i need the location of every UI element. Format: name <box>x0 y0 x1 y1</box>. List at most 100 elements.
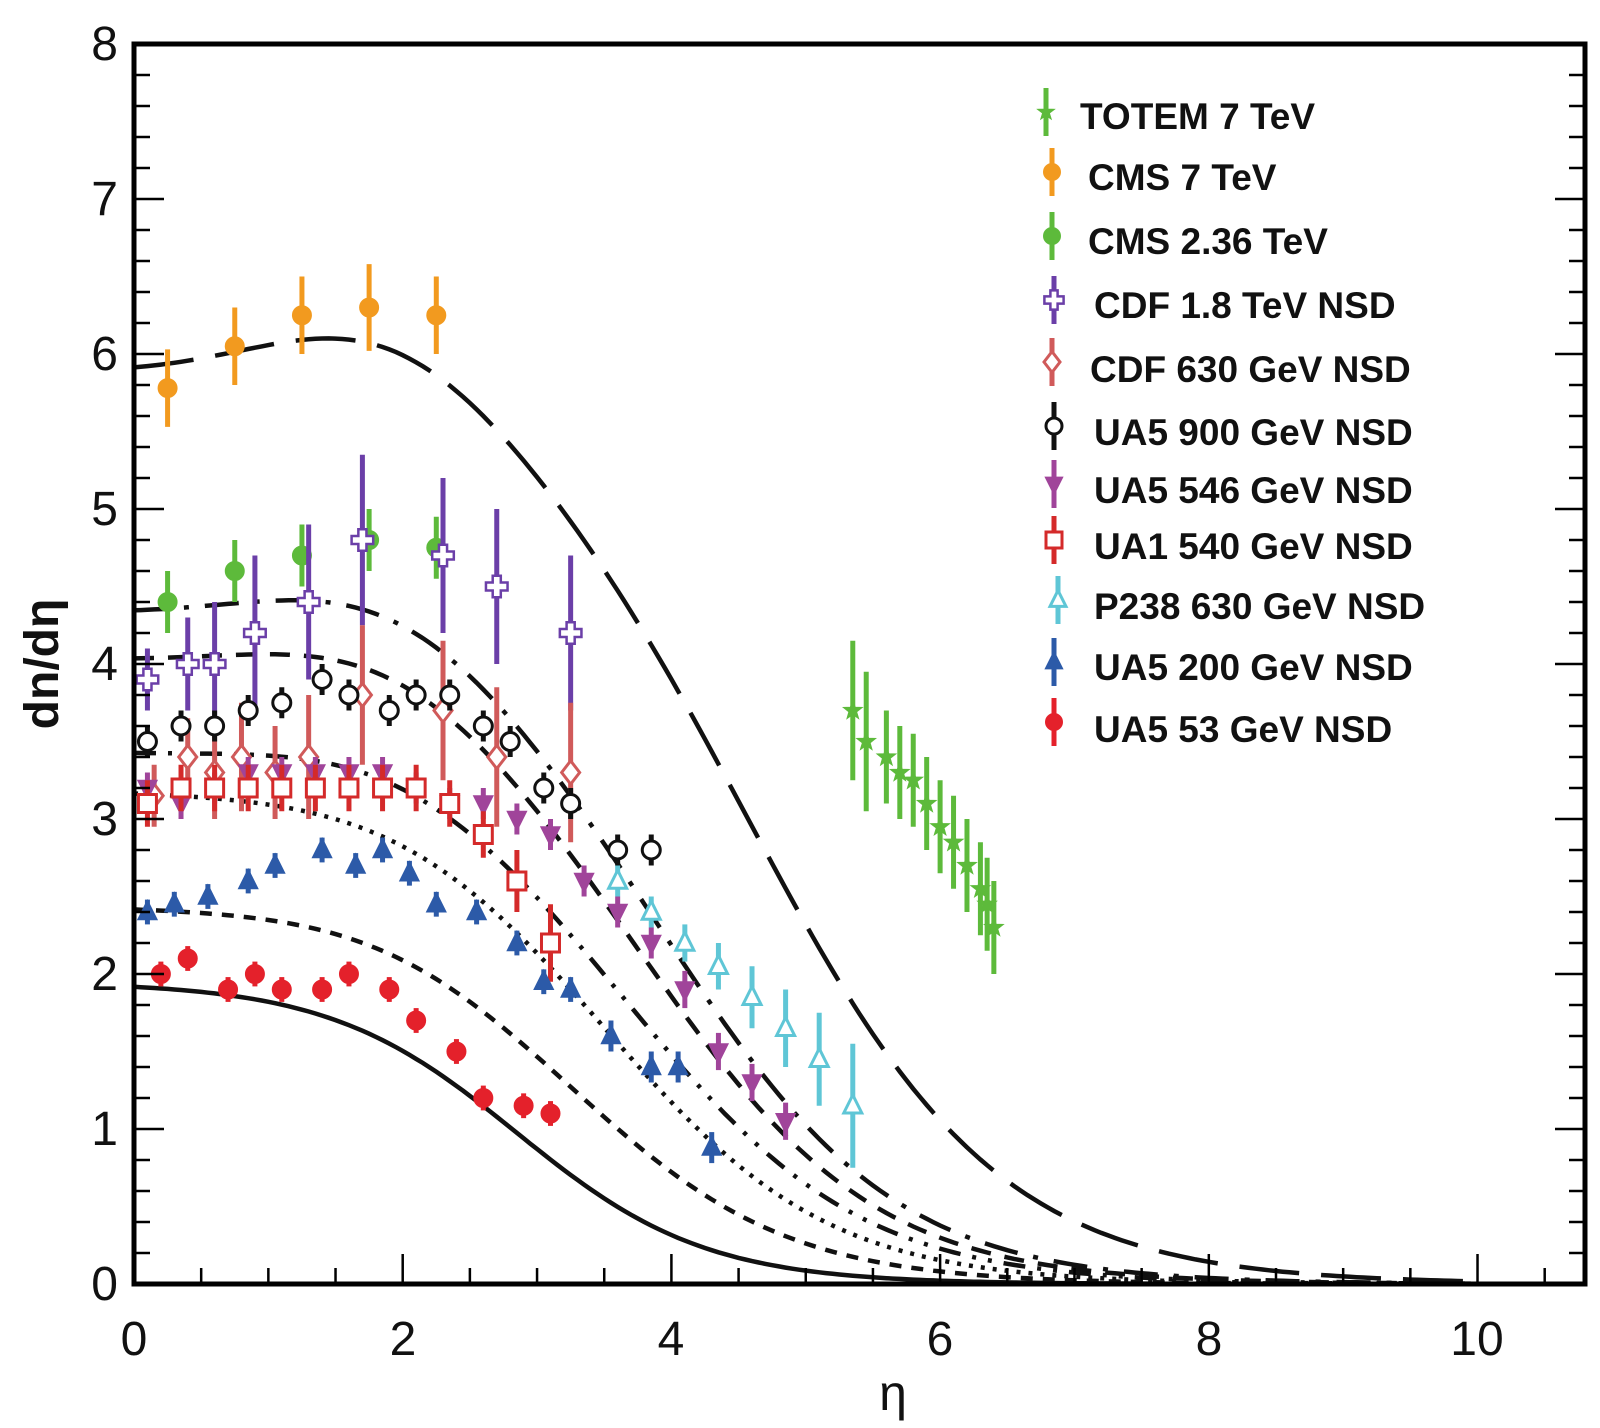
data-point <box>485 742 508 772</box>
data-point <box>707 952 730 975</box>
data-point <box>667 1053 689 1076</box>
data-point <box>889 761 911 782</box>
series-ua5-53-gev-nsd <box>150 946 561 1126</box>
data-point <box>956 854 978 875</box>
data-point <box>271 979 292 1000</box>
data-point <box>136 898 159 921</box>
data-point <box>1044 530 1064 550</box>
data-point <box>136 731 158 752</box>
series-cdf-1-8-tev-nsd <box>135 454 583 726</box>
data-point <box>359 297 380 318</box>
legend-label: CMS 7 TeV <box>1088 157 1277 198</box>
y-axis-title: dn/dη <box>16 599 69 730</box>
data-point <box>175 651 200 677</box>
data-point <box>606 866 630 890</box>
data-point <box>1043 163 1061 181</box>
data-point <box>560 976 582 998</box>
series-totem-7-tev <box>842 640 1005 974</box>
data-point <box>1042 349 1062 375</box>
data-point <box>533 968 555 990</box>
data-point <box>506 870 528 892</box>
data-point <box>741 1074 763 1096</box>
data-point <box>242 620 267 646</box>
y-tick-label: 7 <box>91 173 118 226</box>
data-point <box>163 891 185 913</box>
data-point <box>499 731 521 752</box>
data-point <box>135 667 160 692</box>
data-point <box>540 1103 561 1124</box>
data-point <box>841 1091 865 1115</box>
series-ua5-546-gev-nsd <box>136 757 797 1140</box>
data-point <box>371 836 394 859</box>
data-point <box>446 1041 467 1062</box>
data-point <box>673 928 697 952</box>
data-point <box>539 826 562 848</box>
x-tick-label: 8 <box>1196 1313 1223 1366</box>
data-point <box>405 684 427 706</box>
series-cms-2-36-tev <box>157 509 447 633</box>
fit-ua5-53-curve <box>134 984 1471 1284</box>
y-tick-label: 3 <box>91 793 118 846</box>
y-tick-label: 6 <box>91 328 118 381</box>
axis-ticks <box>132 42 1585 1286</box>
data-point <box>1044 476 1064 496</box>
legend-label: P238 630 GeV NSD <box>1094 586 1425 627</box>
data-point <box>237 867 259 890</box>
data-point <box>136 793 158 814</box>
data-point <box>244 964 265 984</box>
fit-totem-cms7-curve <box>134 336 1471 1284</box>
x-tick-label: 0 <box>121 1313 148 1366</box>
data-point <box>304 777 326 799</box>
data-point <box>506 929 528 952</box>
y-tick-label: 0 <box>91 1258 118 1311</box>
data-point <box>472 715 494 737</box>
data-point <box>237 777 259 799</box>
y-tick-labels: 0 1 2 3 4 5 6 7 8 <box>91 18 118 1311</box>
data-point <box>929 815 951 837</box>
legend-label: UA5 900 GeV NSD <box>1094 412 1413 453</box>
data-point <box>426 305 447 326</box>
data-point <box>472 795 494 817</box>
data-point <box>378 700 400 721</box>
data-point <box>439 684 461 706</box>
data-point <box>484 574 509 599</box>
data-point <box>902 768 925 790</box>
legend-label: UA5 53 GeV NSD <box>1094 709 1392 750</box>
fit-cms236-curve <box>134 598 1471 1284</box>
data-point <box>311 836 333 859</box>
data-points <box>135 264 1005 1168</box>
data-point <box>1043 227 1061 245</box>
data-point <box>338 964 359 984</box>
series-ua1-540-gev-nsd <box>136 764 561 982</box>
data-point <box>639 897 663 921</box>
data-point <box>1044 650 1064 670</box>
data-point <box>573 872 595 895</box>
data-point <box>560 793 582 814</box>
legend: TOTEM 7 TeV CMS 7 TeV CMS 2.36 TeV CDF 1… <box>1036 88 1425 750</box>
data-point <box>398 860 421 882</box>
legend-label: UA5 546 GeV NSD <box>1094 470 1413 511</box>
data-point <box>430 543 456 568</box>
legend-label: CDF 1.8 TeV NSD <box>1094 285 1396 326</box>
y-tick-label: 1 <box>91 1103 118 1156</box>
data-point <box>405 777 427 799</box>
data-point <box>338 777 360 799</box>
data-point <box>271 777 293 799</box>
data-point <box>157 592 178 612</box>
series-p238-630-gev-nsd <box>606 865 865 1168</box>
data-point <box>473 1088 494 1108</box>
legend-label: UA1 540 GeV NSD <box>1094 526 1413 567</box>
data-point <box>291 305 312 326</box>
data-point <box>264 852 286 874</box>
x-axis-title: η <box>879 1365 907 1421</box>
series-cms-7-tev <box>157 264 447 427</box>
data-point <box>640 934 662 957</box>
data-point <box>539 932 561 954</box>
data-point <box>774 1014 798 1037</box>
data-point <box>271 692 293 714</box>
data-point <box>224 336 245 357</box>
data-point <box>197 883 219 905</box>
data-point <box>842 699 864 720</box>
data-point <box>472 824 494 845</box>
data-point <box>177 948 198 969</box>
